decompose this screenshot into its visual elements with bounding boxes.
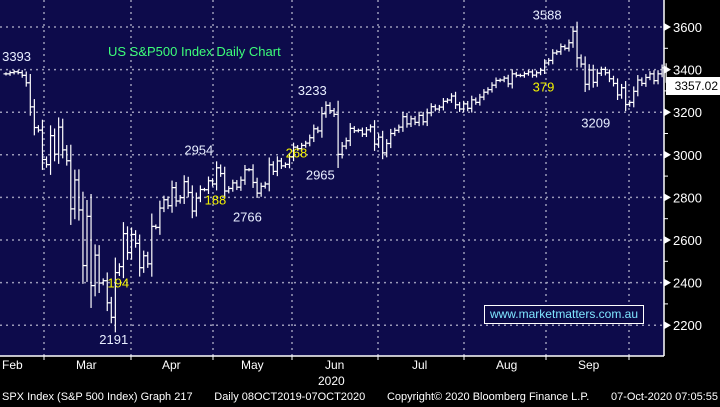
y-tick-label: 3400 — [673, 63, 702, 78]
y-tick-label: 2200 — [673, 318, 702, 333]
y-tick-label: 3200 — [673, 105, 702, 120]
month-label: Jun — [325, 358, 345, 372]
tick-marker — [664, 193, 671, 202]
price-annotation: 2954 — [184, 143, 213, 158]
tick-marker — [664, 23, 671, 31]
move-annotation: 194 — [107, 276, 129, 291]
month-label: Jul — [412, 358, 428, 372]
tick-marker — [664, 321, 671, 330]
move-annotation: 379 — [533, 80, 555, 95]
price-annotation: 2766 — [233, 210, 262, 225]
footer-security: SPX Index (S&P 500 Index) Graph 217 — [2, 391, 193, 403]
month-label: Feb — [2, 358, 23, 372]
price-chart: 2200 2400 2600 2800 3000 3200 3400 3600 US S&P50… — [0, 0, 702, 360]
footer-range: Daily 08OCT2019-07OCT2020 — [214, 391, 366, 403]
move-annotation: 188 — [205, 193, 227, 208]
price-annotation: 2965 — [306, 167, 335, 182]
price-annotation: 3393 — [2, 49, 31, 64]
month-label: Apr — [162, 358, 181, 372]
month-label: Aug — [496, 358, 518, 372]
month-label: Sep — [578, 358, 600, 372]
price-annotation: 3209 — [581, 115, 610, 130]
tick-marker — [664, 108, 671, 117]
price-annotation: 3233 — [298, 83, 327, 98]
move-annotation: 268 — [286, 146, 308, 161]
last-price-tag: 3357.02 — [666, 77, 720, 95]
y-tick-label: 2600 — [673, 233, 702, 248]
year-label: 2020 — [318, 374, 345, 388]
month-label: Mar — [76, 358, 97, 372]
y-tick-label: 2400 — [673, 276, 702, 291]
y-tick-label: 3000 — [673, 148, 702, 163]
tick-marker — [664, 278, 671, 287]
y-tick-label: 2800 — [673, 190, 702, 205]
chart-title: US S&P500 Index Daily Chart — [108, 44, 281, 59]
footer-timestamp: 07-Oct-2020 07:05:55 — [610, 391, 718, 403]
footer: SPX Index (S&P 500 Index) Graph 217 Dail… — [2, 391, 718, 403]
watermark-url: www.marketmatters.com.au — [484, 305, 644, 324]
tick-marker — [664, 65, 671, 74]
price-annotation: 2191 — [99, 332, 128, 347]
footer-copyright: Copyright© 2020 Bloomberg Finance L.P. — [386, 391, 590, 403]
price-annotation: 3588 — [533, 8, 562, 23]
tick-marker — [664, 236, 671, 244]
y-tick-label: 3600 — [673, 20, 702, 35]
tick-marker — [664, 150, 671, 159]
month-label: May — [241, 358, 264, 372]
